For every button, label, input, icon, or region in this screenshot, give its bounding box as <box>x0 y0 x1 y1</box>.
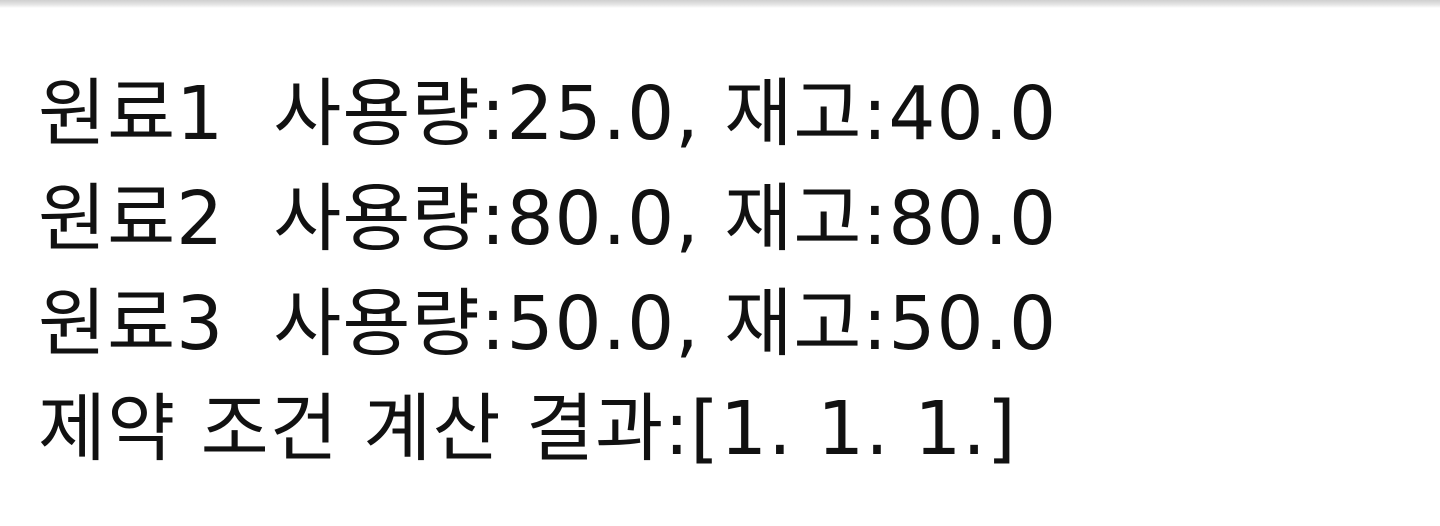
top-border <box>0 0 1440 8</box>
console-output: 원료1 사용량:25.0, 재고:40.0 원료2 사용량:80.0, 재고:8… <box>38 62 1057 482</box>
material-3-line: 원료3 사용량:50.0, 재고:50.0 <box>38 281 1058 367</box>
constraint-result-line: 제약 조건 계산 결과:[1. 1. 1.] <box>38 386 1017 472</box>
material-2-line: 원료2 사용량:80.0, 재고:80.0 <box>38 176 1058 262</box>
material-1-line: 원료1 사용량:25.0, 재고:40.0 <box>38 71 1058 157</box>
